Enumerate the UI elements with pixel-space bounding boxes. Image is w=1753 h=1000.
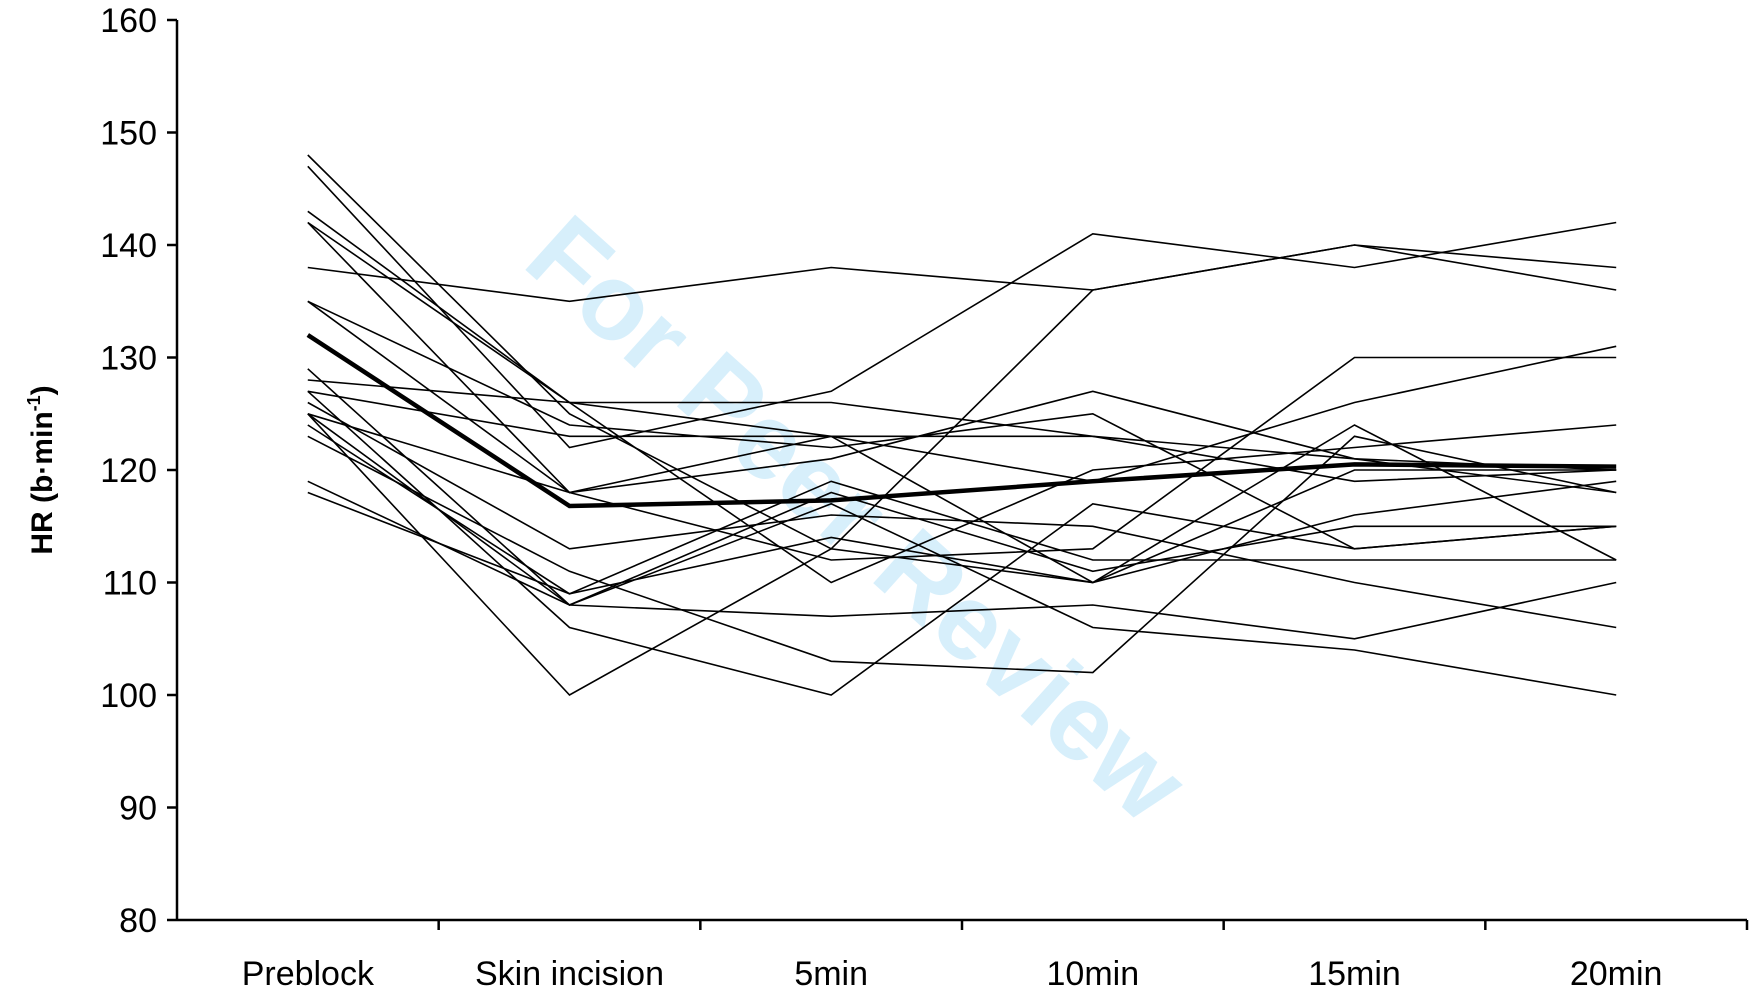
- y-axis-title-close: ): [26, 385, 59, 395]
- y-tick-label: 110: [103, 565, 157, 603]
- series-line-subject-5: [307, 221, 1617, 483]
- x-category-label: 15min: [1308, 955, 1401, 993]
- y-axis-title: HR (b·min-1): [24, 385, 59, 554]
- y-axis-title-dot: ·: [26, 465, 59, 475]
- y-tick-label: 150: [100, 115, 157, 153]
- series-line-subject-19: [307, 413, 1617, 697]
- series-line-mean: [306, 333, 1617, 509]
- y-tick-label: 160: [100, 2, 157, 40]
- series-line-subject-15: [307, 435, 1617, 674]
- series-line-subject-13: [307, 413, 1617, 606]
- y-tick-label: 140: [100, 227, 157, 265]
- series-line-subject-6: [307, 221, 1617, 584]
- y-axis-title-unit: min: [26, 411, 59, 464]
- series-layer: [306, 154, 1617, 697]
- y-tick-label: 80: [119, 902, 157, 940]
- x-category-label: Preblock: [242, 955, 375, 993]
- y-axis-title-sup: -1: [24, 395, 44, 411]
- series-line-subject-16: [307, 368, 1617, 640]
- y-tick-label: 90: [119, 790, 157, 828]
- watermark: For Peer Review: [505, 192, 1211, 845]
- x-category-label: Skin incision: [475, 955, 664, 993]
- series-line-subject-3: [307, 165, 1617, 449]
- x-category-label: 10min: [1047, 955, 1140, 993]
- series-line-subject-4: [307, 210, 1617, 471]
- y-axis-title-main: HR (b: [26, 475, 59, 555]
- series-line-subject-9: [307, 379, 1617, 584]
- x-category-label: 5min: [794, 955, 868, 993]
- series-line-subject-10: [307, 345, 1617, 483]
- series-line-subject-20: [307, 390, 1617, 696]
- series-line-subject-1: [307, 244, 1617, 303]
- y-tick-label: 120: [100, 452, 157, 490]
- y-tick-label: 100: [100, 677, 157, 715]
- x-category-label: 20min: [1570, 955, 1663, 993]
- y-tick-label: 130: [100, 340, 157, 378]
- series-line-subject-18: [307, 480, 1617, 595]
- y-ticks: 80 90 100 110 120 130 140 150 160: [100, 2, 177, 940]
- x-ticks: Preblock Skin incision 5min 10min 15min 20min: [242, 920, 1749, 993]
